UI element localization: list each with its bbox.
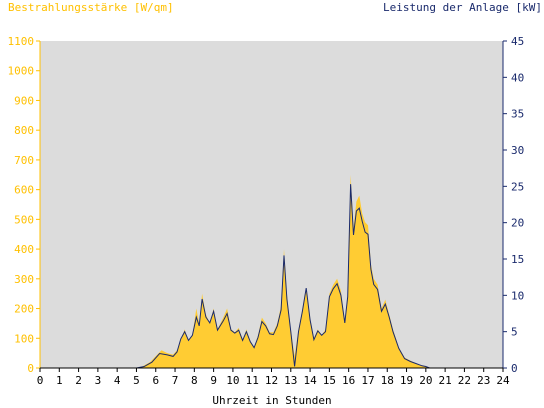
left-tick-label: 1000 bbox=[8, 65, 35, 78]
right-tick-label: 5 bbox=[511, 326, 518, 339]
left-tick-label: 100 bbox=[14, 332, 34, 345]
right-tick-label: 20 bbox=[511, 217, 524, 230]
x-tick-label: 11 bbox=[246, 374, 259, 387]
x-tick-label: 2 bbox=[75, 374, 82, 387]
right-tick-label: 35 bbox=[511, 108, 524, 121]
left-axis-title: Bestrahlungsstärke [W/qm] bbox=[8, 1, 174, 14]
x-tick-label: 14 bbox=[303, 374, 317, 387]
x-tick-label: 0 bbox=[37, 374, 44, 387]
right-tick-label: 40 bbox=[511, 71, 524, 84]
x-tick-label: 18 bbox=[381, 374, 394, 387]
x-tick-label: 8 bbox=[191, 374, 198, 387]
left-tick-label: 500 bbox=[14, 213, 34, 226]
x-tick-label: 19 bbox=[400, 374, 413, 387]
x-tick-label: 1 bbox=[56, 374, 63, 387]
x-tick-label: 12 bbox=[265, 374, 278, 387]
left-tick-label: 800 bbox=[14, 124, 34, 137]
x-tick-label: 23 bbox=[477, 374, 490, 387]
x-tick-label: 6 bbox=[152, 374, 159, 387]
x-tick-label: 5 bbox=[133, 374, 140, 387]
x-axis-title: Uhrzeit in Stunden bbox=[212, 394, 332, 407]
x-tick-label: 24 bbox=[496, 374, 510, 387]
irradiance-area bbox=[40, 174, 503, 368]
x-tick-label: 21 bbox=[439, 374, 452, 387]
x-tick-label: 3 bbox=[95, 374, 102, 387]
x-tick-label: 16 bbox=[342, 374, 355, 387]
left-tick-label: 300 bbox=[14, 273, 34, 286]
plot-area bbox=[40, 41, 503, 368]
right-tick-label: 0 bbox=[511, 362, 518, 375]
left-tick-label: 1100 bbox=[8, 35, 35, 48]
left-tick-label: 600 bbox=[14, 184, 34, 197]
power-line bbox=[40, 184, 503, 369]
right-tick-label: 15 bbox=[511, 253, 524, 266]
x-tick-label: 7 bbox=[172, 374, 179, 387]
right-tick-label: 25 bbox=[511, 180, 524, 193]
x-tick-label: 13 bbox=[284, 374, 297, 387]
x-tick-label: 10 bbox=[226, 374, 239, 387]
right-tick-label: 45 bbox=[511, 35, 524, 48]
x-tick-label: 9 bbox=[210, 374, 217, 387]
x-tick-label: 20 bbox=[419, 374, 432, 387]
left-tick-label: 700 bbox=[14, 154, 34, 167]
x-tick-label: 17 bbox=[361, 374, 374, 387]
right-tick-label: 30 bbox=[511, 144, 524, 157]
x-tick-label: 15 bbox=[323, 374, 336, 387]
right-tick-label: 10 bbox=[511, 289, 524, 302]
x-tick-label: 22 bbox=[458, 374, 471, 387]
left-tick-label: 400 bbox=[14, 243, 34, 256]
left-tick-label: 0 bbox=[27, 362, 34, 375]
right-axis-title: Leistung der Anlage [kW] bbox=[383, 1, 542, 14]
left-tick-label: 900 bbox=[14, 94, 34, 107]
x-tick-label: 4 bbox=[114, 374, 121, 387]
left-tick-label: 200 bbox=[14, 303, 34, 316]
